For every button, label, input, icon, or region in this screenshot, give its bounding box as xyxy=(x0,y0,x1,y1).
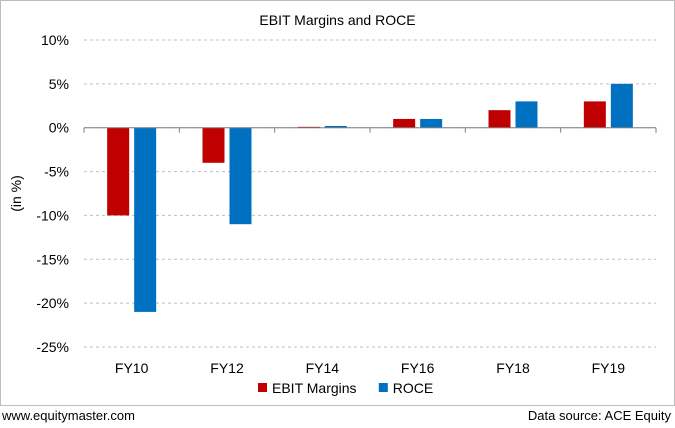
chart-title: EBIT Margins and ROCE xyxy=(259,12,416,28)
bar-roce xyxy=(134,127,157,312)
legend-swatch xyxy=(258,383,267,392)
x-tick-label: FY19 xyxy=(592,360,626,376)
legend-swatch xyxy=(378,383,388,392)
bar-roce xyxy=(610,83,633,128)
y-tick-label: 0% xyxy=(49,120,69,136)
y-tick-label: -15% xyxy=(36,251,69,267)
data-source-label: Data source: ACE Equity xyxy=(527,408,671,423)
y-tick-label: -10% xyxy=(36,207,69,223)
x-tick-label: FY14 xyxy=(306,360,340,376)
x-tick-label: FY10 xyxy=(115,360,149,376)
bar-roce xyxy=(420,118,443,128)
bar-ebit-margins xyxy=(488,110,511,128)
y-tick-label: -5% xyxy=(44,164,69,180)
bar-ebit-margins xyxy=(202,127,225,163)
legend-label: ROCE xyxy=(393,380,433,396)
bar-ebit-margins xyxy=(107,127,130,216)
bar-ebit-margins xyxy=(393,118,416,128)
bar-roce xyxy=(515,101,538,128)
y-tick-label: 10% xyxy=(41,32,69,48)
bar-ebit-margins xyxy=(583,101,606,128)
y-axis-label: (in %) xyxy=(8,175,24,212)
x-tick-label: FY16 xyxy=(401,360,435,376)
legend-label: EBIT Margins xyxy=(272,380,357,396)
x-tick-label: FY12 xyxy=(210,360,244,376)
y-tick-label: -20% xyxy=(36,295,69,311)
bar-roce xyxy=(324,125,347,128)
y-tick-label: 5% xyxy=(49,76,69,92)
x-tick-label: FY18 xyxy=(496,360,530,376)
y-tick-label: -25% xyxy=(36,339,69,355)
bar-chart: 10% 5% 0% -5% -10% -15% -20% -25% (in %) FY10 FY12… xyxy=(8,32,657,396)
website-label[interactable]: www.equitymaster.com xyxy=(2,408,135,423)
bar-roce xyxy=(229,127,252,225)
